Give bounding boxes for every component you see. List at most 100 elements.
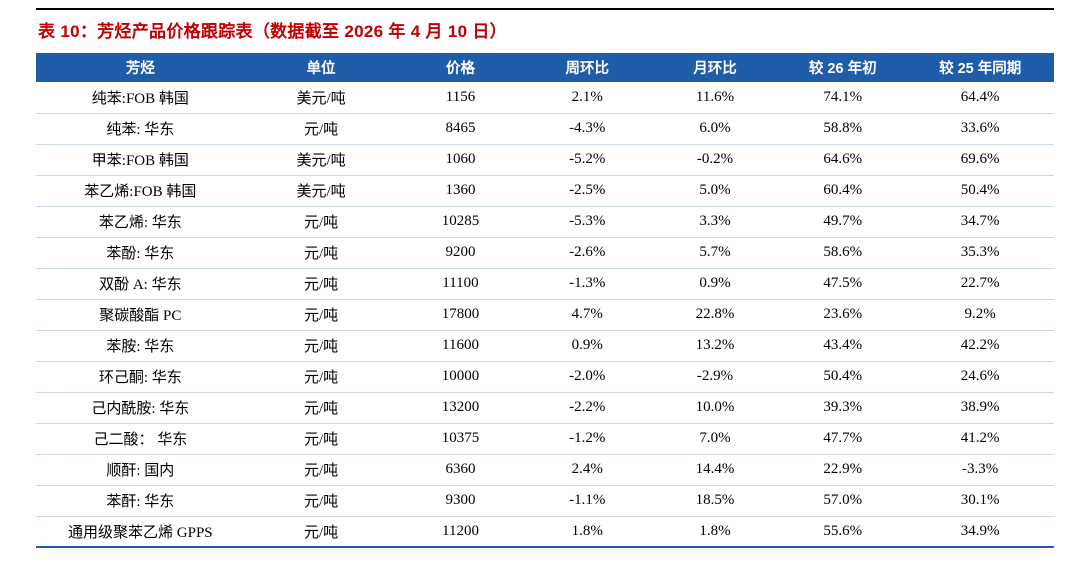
table-body: 纯苯:FOB 韩国 美元/吨 1156 2.1% 11.6% 74.1% 64.4% 纯苯: … (36, 82, 1054, 548)
table-row: 纯苯:FOB 韩国 美元/吨 1156 2.1% 11.6% 74.1% 64.4% (36, 82, 1054, 114)
table-cell: 34.7% (906, 206, 1054, 238)
table-cell: 5.7% (650, 237, 780, 269)
table-cell: 1360 (397, 175, 524, 207)
table-cell: 元/吨 (244, 299, 398, 331)
table-cell: 49.7% (779, 206, 907, 238)
table-cell: 1.8% (523, 516, 651, 548)
table-cell: 10375 (397, 423, 524, 455)
table-cell: 苯胺: 华东 (36, 330, 245, 362)
table-cell: -5.2% (523, 144, 651, 176)
table-cell: 8465 (397, 113, 524, 145)
table-cell: -1.1% (523, 485, 651, 517)
table-row: 苯酚: 华东 元/吨 9200 -2.6% 5.7% 58.6% 35.3% (36, 237, 1054, 269)
header-cell-2: 价格 (397, 53, 524, 82)
table-row: 通用级聚苯乙烯 GPPS 元/吨 11200 1.8% 1.8% 55.6% 34.9% (36, 516, 1054, 548)
table-cell: 元/吨 (244, 113, 398, 145)
table-cell: 41.2% (906, 423, 1054, 455)
table-cell: 23.6% (779, 299, 907, 331)
table-cell: 6.0% (650, 113, 780, 145)
table-cell: 美元/吨 (244, 82, 398, 114)
table-cell: 苯酐: 华东 (36, 485, 245, 517)
table-row: 己二酸： 华东 元/吨 10375 -1.2% 7.0% 47.7% 41.2% (36, 423, 1054, 455)
table-cell: 43.4% (779, 330, 907, 362)
table-cell: 13200 (397, 392, 524, 424)
table-cell: 7.0% (650, 423, 780, 455)
table-cell: 纯苯: 华东 (36, 113, 245, 145)
table-cell: -3.3% (906, 454, 1054, 486)
table-cell: -2.0% (523, 361, 651, 393)
table-cell: -1.2% (523, 423, 651, 455)
table-cell: 50.4% (779, 361, 907, 393)
table-row: 纯苯: 华东 元/吨 8465 -4.3% 6.0% 58.8% 33.6% (36, 113, 1054, 145)
table-row: 苯胺: 华东 元/吨 11600 0.9% 13.2% 43.4% 42.2% (36, 330, 1054, 362)
table-cell: 元/吨 (244, 330, 398, 362)
table-cell: 6360 (397, 454, 524, 486)
table-cell: 聚碳酸酯 PC (36, 299, 245, 331)
table-header-row: 芳烃 单位 价格 周环比 月环比较 26 年初较 25 年同期 (36, 53, 1054, 82)
header-cell-4: 月环比 (650, 53, 780, 82)
table-cell: 33.6% (906, 113, 1054, 145)
table-cell: 1.8% (650, 516, 780, 548)
table-cell: 4.7% (523, 299, 651, 331)
table-row: 顺酐: 国内 元/吨 6360 2.4% 14.4% 22.9% -3.3% (36, 454, 1054, 486)
table-row: 双酚 A: 华东 元/吨 11100 -1.3% 0.9% 47.5% 22.7% (36, 268, 1054, 300)
table-cell: 47.7% (779, 423, 907, 455)
table-cell: 14.4% (650, 454, 780, 486)
aromatics-price-table: 芳烃 单位 价格 周环比 月环比较 26 年初较 25 年同期 纯苯:FOB 韩国 美元/… (36, 53, 1054, 548)
table-cell: 47.5% (779, 268, 907, 300)
table-cell: 1060 (397, 144, 524, 176)
table-cell: 美元/吨 (244, 175, 398, 207)
table-cell: 69.6% (906, 144, 1054, 176)
header-cell-5: 较 26 年初 (779, 53, 907, 82)
table-cell: 环己酮: 华东 (36, 361, 245, 393)
table-cell: -5.3% (523, 206, 651, 238)
table-cell: 双酚 A: 华东 (36, 268, 245, 300)
table-cell: 24.6% (906, 361, 1054, 393)
table-title: 表 10：芳烃产品价格跟踪表（数据截至 2026 年 4 月 10 日） (38, 22, 507, 41)
table-cell: 1156 (397, 82, 524, 114)
header-cell-0: 芳烃 (36, 53, 245, 82)
table-cell: 3.3% (650, 206, 780, 238)
table-cell: 元/吨 (244, 268, 398, 300)
table-row: 苯乙烯:FOB 韩国 美元/吨 1360 -2.5% 5.0% 60.4% 50.4% (36, 175, 1054, 207)
table-cell: 34.9% (906, 516, 1054, 548)
table-cell: 己内酰胺: 华东 (36, 392, 245, 424)
table-cell: 0.9% (650, 268, 780, 300)
table-cell: 元/吨 (244, 516, 398, 548)
table-cell: 甲苯:FOB 韩国 (36, 144, 245, 176)
table-row: 甲苯:FOB 韩国 美元/吨 1060 -5.2% -0.2% 64.6% 69.6% (36, 144, 1054, 176)
table-cell: 元/吨 (244, 485, 398, 517)
table-cell: 通用级聚苯乙烯 GPPS (36, 516, 245, 548)
top-divider (36, 8, 1054, 10)
table-cell: -0.2% (650, 144, 780, 176)
table-cell: 元/吨 (244, 454, 398, 486)
table-cell: -2.2% (523, 392, 651, 424)
table-cell: 10000 (397, 361, 524, 393)
table-row: 己内酰胺: 华东 元/吨 13200 -2.2% 10.0% 39.3% 38.9% (36, 392, 1054, 424)
header-cell-3: 周环比 (523, 53, 651, 82)
table-cell: -1.3% (523, 268, 651, 300)
header-cell-1: 单位 (244, 53, 398, 82)
table-cell: 35.3% (906, 237, 1054, 269)
table-cell: -2.5% (523, 175, 651, 207)
table-row: 苯乙烯: 华东 元/吨 10285 -5.3% 3.3% 49.7% 34.7% (36, 206, 1054, 238)
table-row: 苯酐: 华东 元/吨 9300 -1.1% 18.5% 57.0% 30.1% (36, 485, 1054, 517)
table-cell: 己二酸： 华东 (36, 423, 245, 455)
table-cell: 苯乙烯:FOB 韩国 (36, 175, 245, 207)
table-cell: 2.4% (523, 454, 651, 486)
header-cell-6: 较 25 年同期 (906, 53, 1054, 82)
table-cell: -4.3% (523, 113, 651, 145)
table-cell: 5.0% (650, 175, 780, 207)
table-row: 聚碳酸酯 PC 元/吨 17800 4.7% 22.8% 23.6% 9.2% (36, 299, 1054, 331)
table-cell: 顺酐: 国内 (36, 454, 245, 486)
table-cell: 58.8% (779, 113, 907, 145)
table-cell: 元/吨 (244, 237, 398, 269)
table-row: 环己酮: 华东 元/吨 10000 -2.0% -2.9% 50.4% 24.6% (36, 361, 1054, 393)
table-cell: 9.2% (906, 299, 1054, 331)
table-cell: 30.1% (906, 485, 1054, 517)
table-cell: 元/吨 (244, 423, 398, 455)
table-cell: 纯苯:FOB 韩国 (36, 82, 245, 114)
table-cell: 9200 (397, 237, 524, 269)
table-cell: 元/吨 (244, 206, 398, 238)
